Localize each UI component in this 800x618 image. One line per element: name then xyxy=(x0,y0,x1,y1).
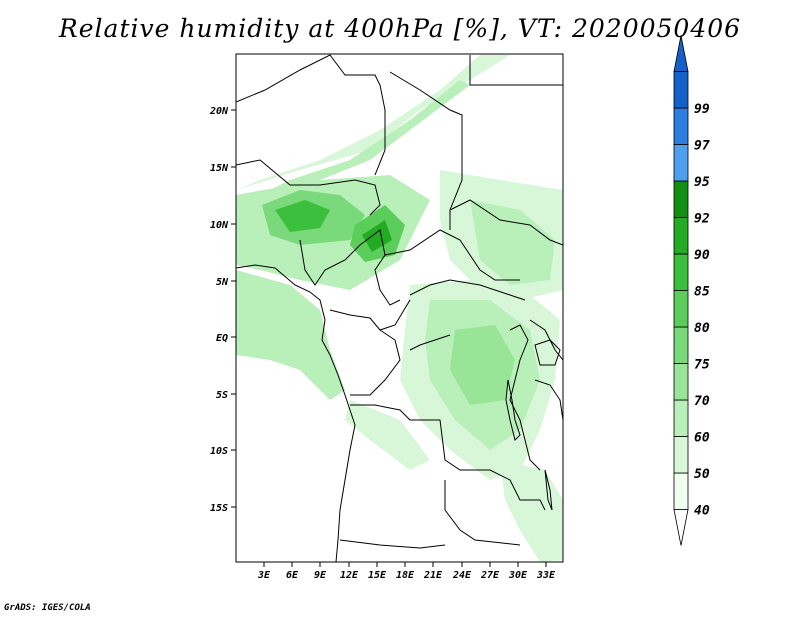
border-tanzania xyxy=(534,379,563,421)
humidity-angola-strip xyxy=(345,400,430,470)
colorbar-label: 75 xyxy=(694,358,710,373)
colorbar-segment xyxy=(673,180,689,218)
colorbar-segment xyxy=(673,326,689,364)
border-sudan-south xyxy=(449,199,563,246)
colorbar-label: 92 xyxy=(694,212,710,227)
lon-label-24e: 24E xyxy=(452,570,472,581)
lon-label-21e: 21E xyxy=(423,570,443,581)
colorbar-label: 70 xyxy=(694,394,710,409)
lat-label-eq: EQ xyxy=(216,333,228,344)
lat-label-5s: 5S xyxy=(216,390,228,401)
border-algeria-niger xyxy=(236,54,386,176)
lon-label-33e: 33E xyxy=(536,570,556,581)
colorbar-label: 40 xyxy=(694,504,710,519)
border-car-drc xyxy=(409,279,526,301)
humidity-core-central-inner xyxy=(362,220,392,252)
colorbar-segment xyxy=(673,363,689,401)
lat-label-15s: 15S xyxy=(210,503,228,514)
lon-label-3e: 3E xyxy=(257,570,271,581)
lon-label-12e: 12E xyxy=(340,570,359,581)
border-egypt-sudan xyxy=(469,55,563,86)
border-angola-zambia xyxy=(444,480,521,546)
chart-title: Relative humidity at 400hPa [%], VT: 202… xyxy=(58,14,742,43)
border-east-lakes xyxy=(509,324,541,471)
lat-label-5n: 5N xyxy=(216,277,229,288)
colorbar-label: 80 xyxy=(694,321,710,336)
colorbar: 40 50 60 70 75 80 85 90 92 95 97 99 xyxy=(673,35,710,546)
lake-tanganyika xyxy=(505,379,521,441)
lat-label-15n: 15N xyxy=(210,163,229,174)
colorbar-label: 97 xyxy=(694,139,710,154)
map-frame xyxy=(235,53,564,563)
credit-text: GrADS: IGES/COLA xyxy=(4,603,91,613)
colorbar-label: 90 xyxy=(694,248,710,263)
longitude-axis: 3E 6E 9E 12E 15E 18E 21E 24E 27E 30E 33E xyxy=(257,562,556,581)
humidity-coast-band xyxy=(236,270,345,400)
colorbar-bottom-triangle xyxy=(673,509,689,546)
humidity-east-inner xyxy=(470,200,555,285)
latitude-axis: 20N 15N 10N 5N EQ 5S 10S 15S xyxy=(209,106,236,514)
humidity-band-north xyxy=(236,55,510,190)
colorbar-segment xyxy=(673,436,689,474)
colorbar-segment xyxy=(673,399,689,437)
lon-label-9e: 9E xyxy=(314,570,327,581)
border-nigeria-cameroon xyxy=(299,229,401,306)
humidity-band-north-inner xyxy=(250,80,470,200)
border-congo-drc xyxy=(350,329,401,396)
border-chad-car xyxy=(384,229,520,281)
colorbar-segment xyxy=(673,217,689,255)
congo-river xyxy=(409,334,451,351)
lat-label-20n: 20N xyxy=(209,106,229,117)
border-namibia xyxy=(339,539,446,549)
border-niger-nigeria xyxy=(236,159,381,216)
border-gabon-congo xyxy=(329,299,411,331)
colorbar-label: 50 xyxy=(694,467,710,482)
border-drc-angola xyxy=(350,404,546,511)
colorbar-segment xyxy=(673,144,689,182)
colorbar-segment xyxy=(673,253,689,291)
colorbar-label: 95 xyxy=(694,175,710,190)
lon-label-30e: 30E xyxy=(508,570,528,581)
lon-label-15e: 15E xyxy=(368,570,387,581)
lat-label-10s: 10S xyxy=(210,446,228,457)
humidity-south-patch xyxy=(500,460,563,562)
coastline-west-africa xyxy=(236,264,356,562)
lon-label-6e: 6E xyxy=(286,570,299,581)
lat-label-10n: 10N xyxy=(210,220,229,231)
country-borders xyxy=(236,54,563,562)
colorbar-segment xyxy=(673,472,689,510)
lake-malawi xyxy=(544,469,553,511)
lon-label-27e: 27E xyxy=(480,570,500,581)
humidity-core-west-inner xyxy=(275,200,330,232)
colorbar-label: 85 xyxy=(694,285,710,300)
lake-victoria xyxy=(534,339,561,366)
colorbar-top-triangle xyxy=(673,35,689,72)
colorbar-label: 60 xyxy=(694,431,710,446)
colorbar-segment xyxy=(673,290,689,328)
humidity-field xyxy=(236,55,563,562)
lon-label-18e: 18E xyxy=(396,570,415,581)
colorbar-label: 99 xyxy=(694,102,710,117)
colorbar-segment xyxy=(673,71,689,109)
humidity-congo-core xyxy=(450,325,515,405)
colorbar-segment xyxy=(673,107,689,145)
